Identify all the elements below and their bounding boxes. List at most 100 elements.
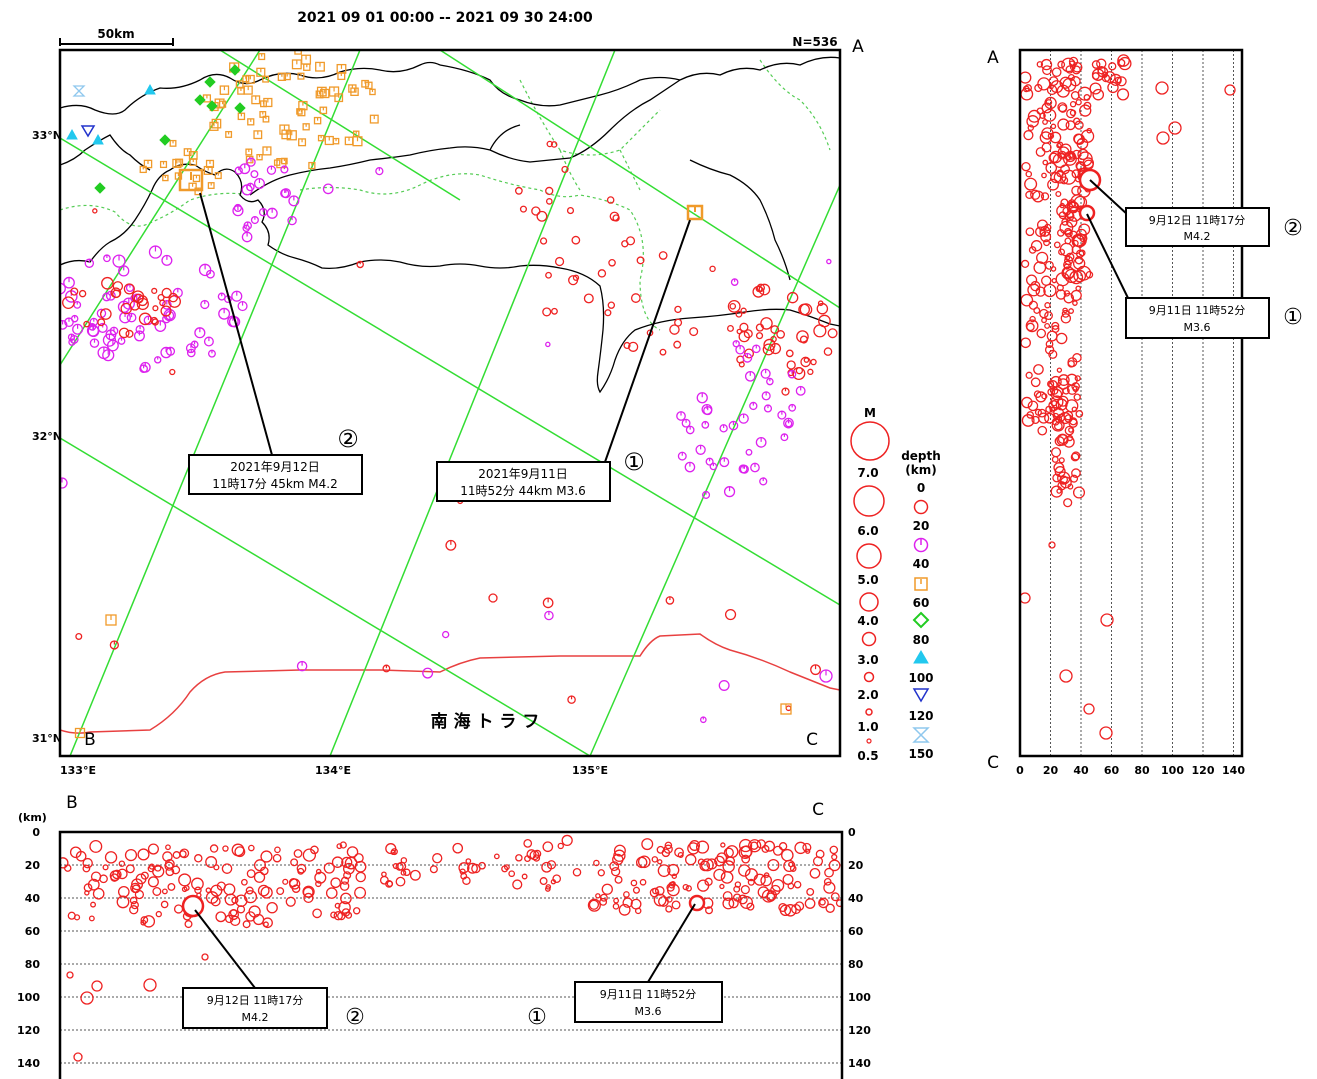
map-event	[422, 667, 434, 679]
section-bc-event	[116, 895, 130, 909]
map-callout-1-line2: 11時52分 44km M3.6	[460, 484, 586, 498]
map-event	[237, 87, 245, 95]
magnitude-legend-title: M	[864, 406, 876, 420]
section-ac-event	[1085, 270, 1094, 279]
section-bc-event	[248, 844, 255, 852]
map-event	[762, 343, 775, 356]
section-bc-event	[635, 856, 648, 869]
section-bc-event	[523, 839, 533, 848]
map-event	[144, 83, 156, 95]
map-event	[279, 124, 290, 135]
map-event	[298, 138, 307, 147]
nankai-trough	[60, 633, 840, 734]
map-event	[738, 330, 750, 343]
section-bc-event	[140, 916, 149, 924]
section-bc-event	[395, 862, 404, 871]
map-event-highlight-1	[686, 204, 704, 221]
section-bc-event	[835, 899, 842, 908]
section-ac-event	[1052, 473, 1062, 483]
section-bc-event	[334, 902, 341, 909]
section-ac-event	[1051, 456, 1059, 463]
map-event	[256, 67, 266, 77]
map-event	[229, 64, 241, 76]
section-bc-event	[234, 894, 248, 908]
map-event	[320, 88, 330, 99]
map-event	[676, 411, 686, 421]
map-event	[102, 333, 117, 347]
lon-label-134: 134°E	[315, 764, 351, 777]
depth-legend-symbol-100	[912, 688, 930, 703]
section-bc-event	[147, 843, 159, 855]
section-ac-event	[1027, 124, 1035, 131]
section-bc-frame	[58, 830, 844, 1079]
section-ac-event	[1044, 322, 1051, 329]
section-bc-event	[552, 874, 562, 884]
map-event	[719, 457, 730, 468]
section-ac-event	[1077, 148, 1089, 161]
section-ac-event	[1080, 129, 1095, 143]
map-event	[382, 664, 391, 673]
section-bc-event	[713, 868, 726, 881]
section-ac-event	[1072, 385, 1079, 393]
section-ac-event	[1065, 120, 1076, 131]
section-ac-event	[1035, 391, 1047, 403]
map-event	[531, 206, 541, 216]
section-ac-event	[1033, 390, 1042, 398]
section-ac-event	[1050, 485, 1063, 498]
section-ac-event	[1061, 57, 1076, 73]
section-ac-event	[1041, 172, 1047, 179]
map-event	[738, 361, 745, 368]
map-event	[174, 172, 183, 180]
section-ac-event	[1066, 108, 1076, 119]
section-ac-event	[1052, 412, 1060, 420]
map-event	[699, 716, 707, 724]
section-bc-event	[734, 881, 742, 888]
map-event	[246, 182, 255, 192]
section-ac-event	[1091, 60, 1101, 69]
section-ac: A C 0 20 40 60 80 100 120 140 9月12日 11時17分 M4.2…	[987, 48, 1303, 777]
section-bc-event	[409, 869, 421, 881]
map-event	[554, 256, 565, 267]
section-bc-event	[595, 893, 601, 899]
section-ac-event	[1155, 81, 1169, 95]
map-event	[696, 392, 708, 404]
map-frame	[58, 48, 842, 758]
section-ac-label-bottom: C	[987, 753, 999, 773]
section-bc-label-right: C	[812, 800, 824, 820]
section-bc-event	[542, 841, 554, 853]
map-event	[352, 130, 360, 138]
map-event	[138, 312, 152, 326]
map-event	[231, 290, 243, 302]
section-bc-event	[124, 848, 138, 862]
section-bc-event	[665, 905, 673, 913]
section-bc-event	[503, 864, 510, 871]
section-bc-event	[201, 953, 209, 961]
section-bc-event	[778, 842, 788, 851]
map-event	[172, 158, 182, 169]
section-bc-tick-label-left: 120	[17, 1024, 40, 1037]
section-bc-event	[794, 901, 805, 911]
section-bc-event	[118, 860, 126, 867]
map-event	[674, 305, 682, 314]
section-bc-event	[572, 867, 582, 877]
map-event	[151, 287, 158, 295]
map-event	[218, 100, 227, 108]
map-area	[60, 50, 840, 756]
section-bc-callout-1: 9月11日 11時52分 M3.6	[574, 981, 723, 1023]
map-callout-2-line1: 2021年9月12日	[230, 460, 319, 474]
map-event	[766, 377, 774, 386]
section-ac-event	[1064, 237, 1072, 245]
map-event	[328, 86, 340, 97]
map-event	[313, 116, 322, 125]
map-event	[273, 159, 281, 166]
section-ac-event	[1021, 396, 1033, 409]
svg-text:9月12日 11時17分: 9月12日 11時17分	[207, 994, 304, 1007]
section-bc-event	[290, 858, 299, 867]
section-ac-event	[1065, 399, 1079, 413]
section-ac-event	[1068, 427, 1074, 433]
section-ac-event	[1068, 418, 1078, 428]
map-event	[112, 281, 124, 292]
map-event	[763, 404, 773, 413]
map-event	[792, 366, 806, 381]
svg-text:20: 20	[913, 519, 930, 533]
